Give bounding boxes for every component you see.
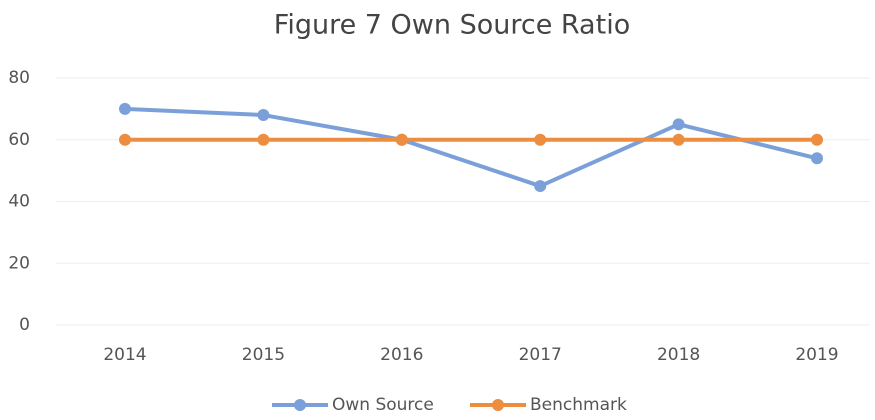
x-tick-label: 2017 [519, 345, 562, 365]
y-tick-label: 0 [19, 315, 30, 335]
data-point [534, 180, 547, 193]
series-line [124, 106, 818, 189]
y-tick-label: 20 [8, 253, 30, 273]
y-tick-label: 60 [8, 130, 30, 150]
x-tick-label: 2019 [795, 345, 838, 365]
data-point [672, 133, 685, 146]
x-tick-label: 2014 [103, 345, 146, 365]
data-point [119, 133, 131, 146]
data-point [119, 102, 131, 115]
data-point [534, 133, 547, 146]
y-tick-label: 80 [8, 68, 30, 88]
data-point [811, 133, 823, 146]
legend-marker [492, 399, 504, 411]
legend-label: Own Source [332, 395, 434, 415]
data-point [395, 133, 408, 146]
data-point [672, 118, 685, 131]
data-point [257, 109, 270, 122]
y-tick-label: 40 [8, 192, 30, 212]
data-point [257, 133, 270, 146]
x-tick-label: 2018 [657, 345, 700, 365]
x-tick-label: 2015 [242, 345, 285, 365]
x-tick-label: 2016 [380, 345, 423, 365]
data-point [811, 152, 823, 165]
legend-label: Benchmark [530, 395, 627, 415]
chart-title: Figure 7 Own Source Ratio [274, 10, 630, 41]
legend-marker [294, 399, 306, 411]
